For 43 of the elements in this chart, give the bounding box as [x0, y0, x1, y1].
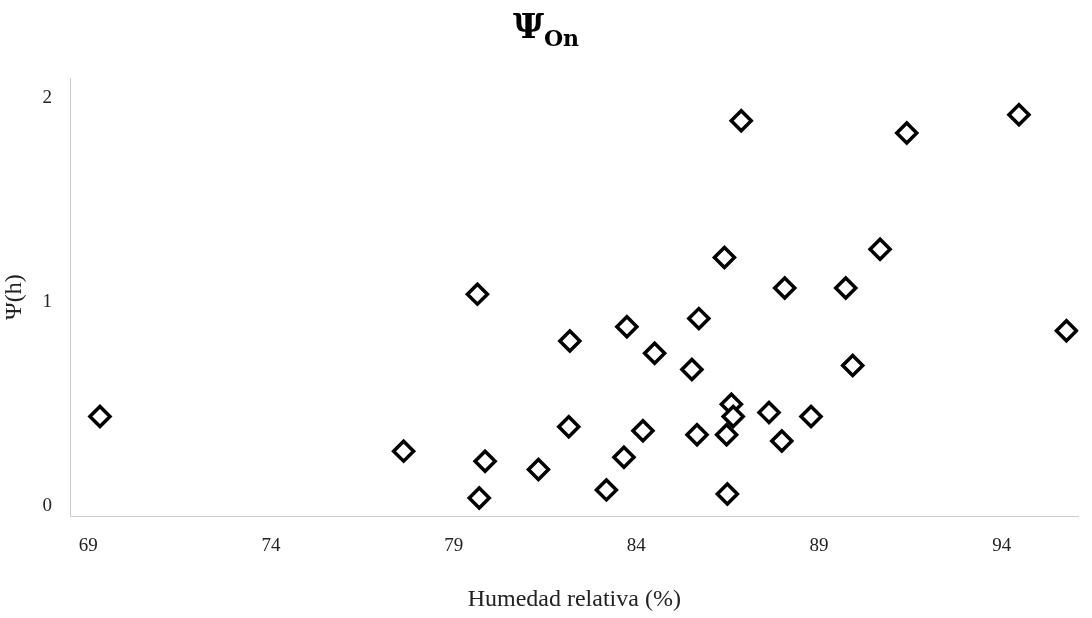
- y-tick-label: 0: [42, 494, 52, 516]
- y-tick-label: 1: [42, 290, 52, 312]
- point: [729, 109, 753, 133]
- point: [473, 449, 497, 474]
- x-tick-label: 74: [261, 533, 281, 555]
- point: [612, 445, 636, 470]
- point: [770, 429, 794, 453]
- point: [88, 404, 112, 429]
- x-axis-title: Humedad relativa (%): [467, 584, 681, 611]
- point: [631, 419, 655, 443]
- point: [594, 478, 619, 502]
- point: [615, 315, 639, 339]
- point: [685, 423, 709, 447]
- point: [895, 121, 919, 145]
- point: [465, 282, 490, 306]
- chart-title: Ψ$_{On}$: [511, 6, 581, 51]
- x-tick-label: 69: [78, 533, 98, 555]
- x-tick-label: 84: [626, 533, 647, 555]
- y-axis-title: Ψ(h): [0, 274, 26, 321]
- point: [642, 341, 667, 366]
- point: [1007, 102, 1031, 127]
- point: [833, 276, 858, 300]
- x-tick-label: 79: [444, 533, 464, 555]
- point: [467, 486, 491, 510]
- x-tick-label: 89: [809, 533, 829, 555]
- point: [799, 404, 823, 429]
- point: [558, 329, 582, 353]
- point: [687, 306, 711, 331]
- point: [712, 245, 737, 270]
- point: [840, 353, 865, 378]
- point: [715, 482, 740, 506]
- point: [714, 423, 739, 447]
- point: [680, 357, 704, 382]
- point: [757, 400, 781, 425]
- point: [557, 414, 581, 439]
- x-tick-label: 94: [992, 533, 1012, 555]
- point: [526, 457, 551, 482]
- point: [721, 404, 745, 429]
- point: [772, 276, 797, 300]
- point: [1054, 319, 1079, 343]
- point: [391, 439, 416, 463]
- y-tick-label: 2: [42, 86, 52, 108]
- point: [868, 237, 892, 262]
